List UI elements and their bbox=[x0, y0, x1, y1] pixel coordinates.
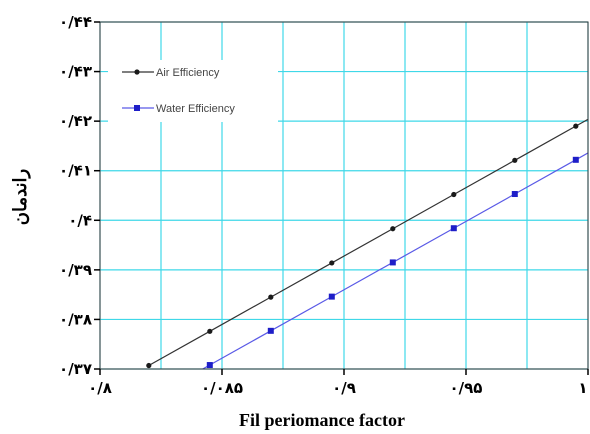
series-line bbox=[201, 152, 588, 369]
y-tick-label: ۰/۳۹ bbox=[59, 261, 92, 279]
x-tick-label: ۰/۹ bbox=[332, 379, 356, 397]
series-clip-group bbox=[146, 118, 588, 402]
y-tick-label: ۰/۴۲ bbox=[59, 112, 92, 130]
data-point bbox=[268, 294, 274, 300]
x-tick-label: ۱ bbox=[578, 379, 587, 397]
data-point bbox=[451, 191, 457, 198]
x-tick-label: ۰/۹۵ bbox=[450, 379, 483, 397]
x-tick-label: ۰/۸ bbox=[88, 379, 112, 397]
data-point bbox=[512, 157, 518, 163]
y-tick-label: ۰/۴ bbox=[68, 211, 92, 229]
data-point bbox=[206, 362, 213, 369]
legend: Air Efficiency Water Efficiency bbox=[108, 60, 278, 122]
x-axis-title: Fil periomance factor bbox=[239, 410, 405, 430]
series-line bbox=[148, 118, 588, 367]
series-layer bbox=[146, 118, 588, 402]
data-point bbox=[511, 191, 518, 198]
data-point bbox=[146, 362, 152, 369]
y-tick-labels: ۰/۳۷ ۰/۳۸ ۰/۳۹ ۰/۴ ۰/۴۱ ۰/۴۲ ۰/۴۳ ۰/۴۴ bbox=[59, 13, 100, 378]
x-tick-label: ۰/۰۸۵ bbox=[201, 379, 243, 397]
data-point bbox=[390, 226, 396, 232]
data-point bbox=[146, 396, 152, 402]
series-0 bbox=[146, 118, 588, 369]
legend-label: Water Efficiency bbox=[156, 103, 235, 115]
legend-label: Air Efficiency bbox=[156, 67, 220, 79]
y-tick-label: ۰/۴۴ bbox=[59, 13, 92, 31]
x-tick-labels: ۰/۸ ۰/۰۸۵ ۰/۹ ۰/۹۵ ۱ bbox=[88, 369, 589, 397]
data-point bbox=[267, 327, 274, 334]
y-tick-label: ۰/۴۳ bbox=[59, 63, 92, 81]
legend-swatch-marker bbox=[134, 105, 140, 111]
data-point bbox=[328, 293, 335, 300]
data-point bbox=[389, 259, 396, 266]
data-point bbox=[572, 156, 579, 163]
y-tick-label: ۰/۳۸ bbox=[59, 310, 92, 328]
data-point bbox=[329, 260, 335, 266]
series-1 bbox=[146, 152, 588, 402]
y-tick-label: ۰/۴۱ bbox=[59, 162, 92, 180]
data-point bbox=[573, 123, 579, 129]
data-point bbox=[207, 328, 213, 334]
legend-swatch-marker bbox=[134, 69, 140, 75]
y-tick-label: ۰/۳۷ bbox=[59, 360, 92, 378]
y-axis-title: راندمان bbox=[10, 169, 31, 226]
data-point bbox=[450, 225, 457, 232]
